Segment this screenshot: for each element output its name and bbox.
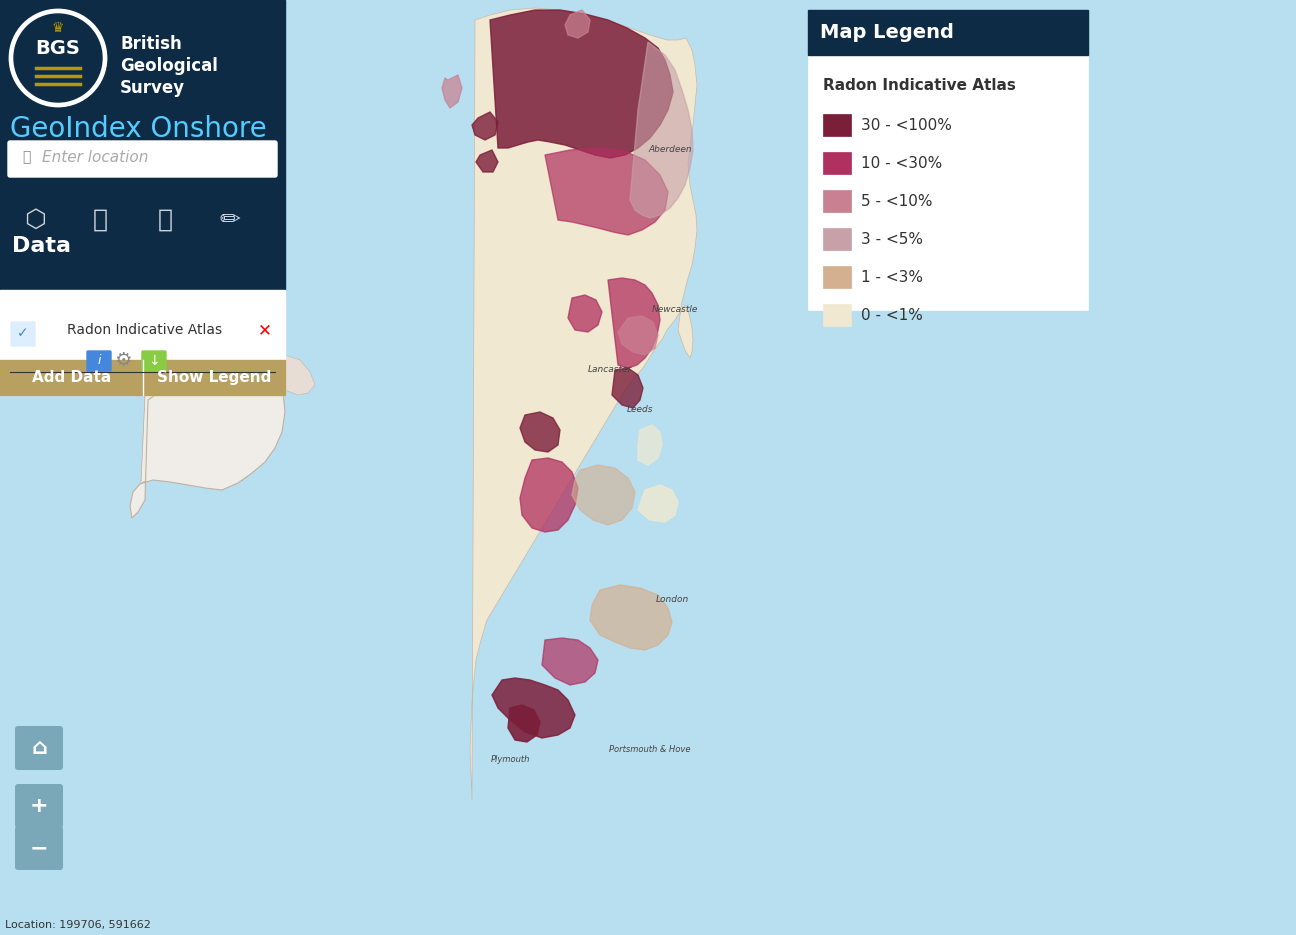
Text: 30 - <100%: 30 - <100% [861,118,951,133]
Polygon shape [470,8,697,800]
Polygon shape [546,148,667,235]
Bar [0,360,143,395]
Text: +: + [30,796,48,816]
Polygon shape [472,112,498,140]
Text: ↓: ↓ [148,354,159,368]
Polygon shape [608,278,660,368]
Text: −: − [30,838,48,858]
Text: 🖨: 🖨 [158,208,172,232]
FancyBboxPatch shape [16,726,64,770]
Circle shape [10,10,106,106]
Text: ✏: ✏ [219,208,241,232]
Text: London: London [656,596,688,605]
Polygon shape [590,585,673,650]
Text: 🔍: 🔍 [22,150,30,164]
Bar [823,152,851,174]
Text: ✓: ✓ [17,326,29,340]
Polygon shape [520,458,578,532]
Text: Leeds: Leeds [627,406,653,414]
Text: 🔍: 🔍 [92,208,108,232]
Text: ♛: ♛ [52,21,65,35]
Text: 10 - <30%: 10 - <30% [861,155,942,170]
Bar [823,304,851,326]
Text: 5 - <10%: 5 - <10% [861,194,933,209]
Text: Location: 199706, 591662: Location: 199706, 591662 [5,920,150,930]
Text: Newcastle: Newcastle [652,306,699,314]
Bar [0,290,285,395]
Polygon shape [492,678,575,738]
Bar [807,10,1089,55]
Polygon shape [476,150,498,172]
Text: Radon Indicative Atlas: Radon Indicative Atlas [823,78,1016,93]
Polygon shape [618,316,658,355]
FancyBboxPatch shape [16,826,64,870]
Text: 3 - <5%: 3 - <5% [861,232,923,247]
Text: ⬡: ⬡ [25,208,45,232]
Text: i: i [97,354,101,367]
FancyBboxPatch shape [143,351,166,371]
Text: ✕: ✕ [258,321,272,339]
Polygon shape [572,465,635,525]
Text: Add Data: Add Data [31,370,111,385]
Bar [807,10,1089,310]
Polygon shape [442,75,461,108]
Text: Aberdeen: Aberdeen [648,146,692,154]
Polygon shape [490,10,673,158]
Text: ⚙: ⚙ [114,352,132,370]
Polygon shape [542,638,597,685]
Bar [823,266,851,288]
Circle shape [14,14,102,102]
Bar [143,360,285,395]
Bar [823,114,851,136]
Text: Plymouth: Plymouth [490,755,530,765]
Text: GeoIndex Onshore: GeoIndex Onshore [10,115,267,143]
Text: 0 - <1%: 0 - <1% [861,308,923,323]
Polygon shape [264,355,315,395]
Text: ⌂: ⌂ [31,738,47,758]
Polygon shape [508,705,540,742]
FancyBboxPatch shape [87,351,111,371]
Text: Lancaster: Lancaster [588,366,632,375]
Polygon shape [638,425,662,465]
FancyBboxPatch shape [10,322,35,346]
Text: Map Legend: Map Legend [820,23,954,42]
Text: Portsmouth & Hove: Portsmouth & Hove [609,745,691,755]
Polygon shape [130,360,285,518]
Polygon shape [568,295,603,332]
Text: Enter location: Enter location [41,150,148,165]
Polygon shape [612,368,643,408]
Text: British
Geological
Survey: British Geological Survey [121,35,218,97]
Text: 1 - <3%: 1 - <3% [861,269,923,284]
Text: BGS: BGS [35,38,80,57]
Polygon shape [638,485,678,522]
Bar [823,190,851,212]
Text: Data: Data [12,236,71,256]
Polygon shape [565,10,590,38]
Bar [0,0,285,290]
Text: Radon Indicative Atlas: Radon Indicative Atlas [67,323,223,337]
Polygon shape [520,412,560,452]
Bar [823,228,851,250]
Text: Show Legend: Show Legend [157,370,271,385]
Polygon shape [630,42,693,218]
FancyBboxPatch shape [8,141,277,177]
FancyBboxPatch shape [16,784,64,828]
Polygon shape [135,358,283,514]
